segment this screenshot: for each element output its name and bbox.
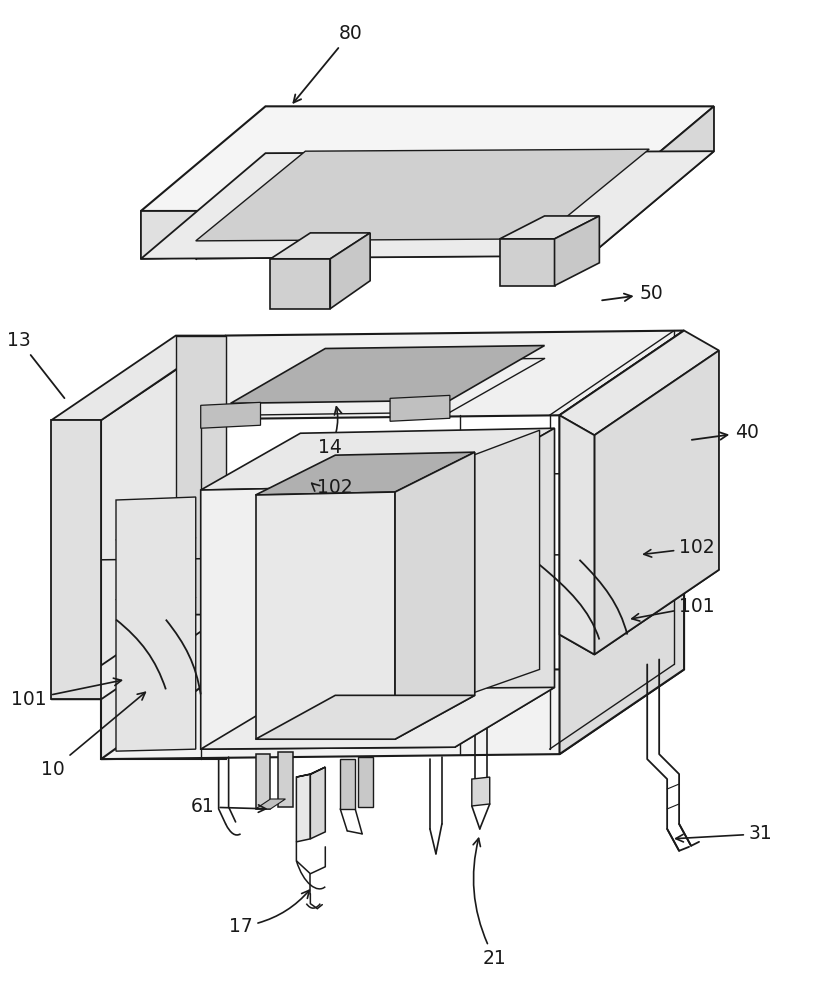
Polygon shape: [395, 452, 475, 739]
Text: 61: 61: [191, 797, 266, 816]
Polygon shape: [256, 754, 271, 809]
Polygon shape: [200, 485, 455, 749]
Polygon shape: [271, 259, 330, 309]
Polygon shape: [256, 452, 475, 495]
Text: 80: 80: [294, 24, 362, 103]
Polygon shape: [101, 331, 684, 420]
Polygon shape: [271, 233, 370, 259]
Polygon shape: [51, 336, 225, 420]
Text: 13: 13: [7, 331, 64, 398]
Polygon shape: [296, 774, 310, 842]
Polygon shape: [559, 331, 719, 435]
Polygon shape: [200, 402, 261, 428]
Polygon shape: [256, 695, 475, 739]
Polygon shape: [279, 752, 294, 807]
Polygon shape: [455, 430, 540, 699]
Polygon shape: [141, 151, 714, 259]
Polygon shape: [559, 331, 684, 754]
Polygon shape: [500, 239, 554, 286]
Polygon shape: [51, 615, 225, 699]
Polygon shape: [455, 428, 554, 747]
Polygon shape: [200, 428, 554, 490]
Text: 101: 101: [12, 678, 121, 709]
Text: 101: 101: [632, 597, 714, 621]
Text: 102: 102: [312, 478, 353, 497]
Text: 31: 31: [676, 824, 773, 843]
Polygon shape: [200, 687, 554, 749]
Polygon shape: [330, 233, 370, 309]
Text: 21: 21: [474, 838, 507, 968]
Polygon shape: [101, 336, 225, 759]
Polygon shape: [256, 799, 285, 809]
Polygon shape: [559, 415, 594, 654]
Polygon shape: [296, 767, 325, 777]
Polygon shape: [559, 550, 719, 654]
Polygon shape: [196, 149, 649, 241]
Polygon shape: [589, 106, 714, 256]
Text: 14: 14: [318, 407, 342, 457]
Polygon shape: [176, 336, 225, 615]
Polygon shape: [390, 395, 450, 421]
Polygon shape: [51, 420, 101, 699]
Polygon shape: [594, 351, 719, 654]
Polygon shape: [231, 346, 544, 403]
Polygon shape: [256, 492, 395, 739]
Text: 102: 102: [644, 538, 714, 557]
Polygon shape: [310, 767, 325, 839]
Text: 10: 10: [41, 692, 145, 779]
Polygon shape: [472, 777, 490, 806]
Polygon shape: [358, 757, 373, 807]
Polygon shape: [340, 759, 356, 809]
Polygon shape: [500, 216, 600, 239]
Polygon shape: [101, 669, 684, 759]
Text: 50: 50: [602, 284, 663, 303]
Polygon shape: [141, 106, 714, 211]
Polygon shape: [554, 216, 600, 286]
Polygon shape: [116, 497, 196, 751]
Polygon shape: [141, 211, 266, 259]
Text: 40: 40: [692, 423, 759, 442]
Text: 17: 17: [229, 890, 309, 936]
